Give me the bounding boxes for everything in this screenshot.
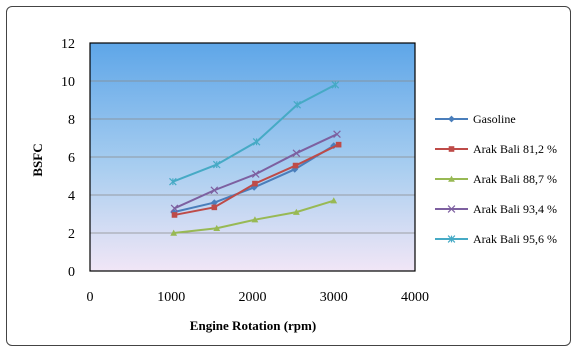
data-point-s2-0 [170, 229, 178, 236]
data-point-s3-1-x [210, 186, 219, 195]
legend-marker-1 [448, 146, 455, 152]
legend-marker-2 [448, 175, 455, 182]
data-point-s0-3 [291, 165, 299, 173]
legend-label-1: Arak Bali 81,2 % [473, 142, 557, 156]
data-point-s3-4-x [333, 130, 341, 139]
legend-label-4: Arak Bali 95,6 % [473, 232, 557, 246]
data-point-s3-2-x [251, 170, 260, 178]
data-point-s2-4 [330, 197, 338, 204]
data-point-s0-4 [330, 142, 338, 149]
data-point-s0-1 [210, 199, 218, 206]
legend-marker-4 [447, 235, 456, 243]
data-point-s3-1 [210, 186, 219, 195]
data-point-s2-2 [251, 216, 259, 223]
legend: Gasoline Arak Bali 81,2 % Arak Bali 88,7 %… [435, 112, 557, 246]
y-tick-4: 4 [68, 189, 75, 204]
x-tick-4000: 4000 [401, 290, 429, 305]
y-tick-0: 0 [68, 265, 75, 280]
y-tick-10: 10 [61, 75, 75, 90]
data-point-s3-0 [170, 204, 179, 213]
data-point-s3-4 [333, 130, 341, 139]
data-point-s3-2 [251, 170, 260, 178]
data-point-s3-0-x [170, 204, 179, 213]
data-point-s4-0 [169, 177, 177, 186]
data-point-s1-0 [171, 212, 178, 218]
y-tick-2: 2 [68, 227, 75, 242]
y-tick-12: 12 [61, 37, 75, 52]
legend-marker-0 [448, 115, 455, 123]
legend-marker-3 [447, 205, 456, 213]
data-point-s2-3 [292, 208, 300, 215]
x-tick-0: 0 [87, 290, 94, 305]
legend-label-0: Gasoline [473, 112, 516, 126]
series-lines [169, 80, 342, 236]
x-axis-title: Engine Rotation (rpm) [190, 318, 316, 333]
legend-label-2: Arak Bali 88,7 % [473, 172, 557, 186]
y-tick-8: 8 [68, 113, 75, 128]
data-point-s1-2 [252, 180, 258, 187]
data-point-s1-4 [335, 141, 342, 148]
plot-border [89, 42, 416, 272]
data-point-s3-3 [292, 149, 301, 158]
x-tick-2000: 2000 [239, 290, 267, 305]
x-tick-labels: 0 1000 2000 3000 4000 [87, 290, 430, 305]
y-tick-labels: 0 2 4 6 8 10 12 [61, 37, 75, 280]
x-tick-3000: 3000 [320, 290, 348, 305]
y-tick-6: 6 [68, 151, 75, 166]
data-point-s1-1 [211, 204, 218, 211]
data-point-s4-3 [293, 100, 302, 109]
data-point-s3-3-x [292, 149, 301, 158]
gridlines [90, 80, 415, 234]
x-tick-1000: 1000 [157, 290, 185, 305]
data-point-s4-2 [252, 137, 261, 146]
data-point-s2-1 [213, 224, 221, 231]
legend-label-3: Arak Bali 93,4 % [473, 202, 557, 216]
data-point-s4-4 [331, 80, 340, 89]
y-axis-title: BSFC [30, 143, 45, 176]
legend-marker-3-x [447, 205, 456, 213]
data-point-s4-1 [212, 160, 221, 169]
data-point-s1-3 [292, 162, 299, 169]
